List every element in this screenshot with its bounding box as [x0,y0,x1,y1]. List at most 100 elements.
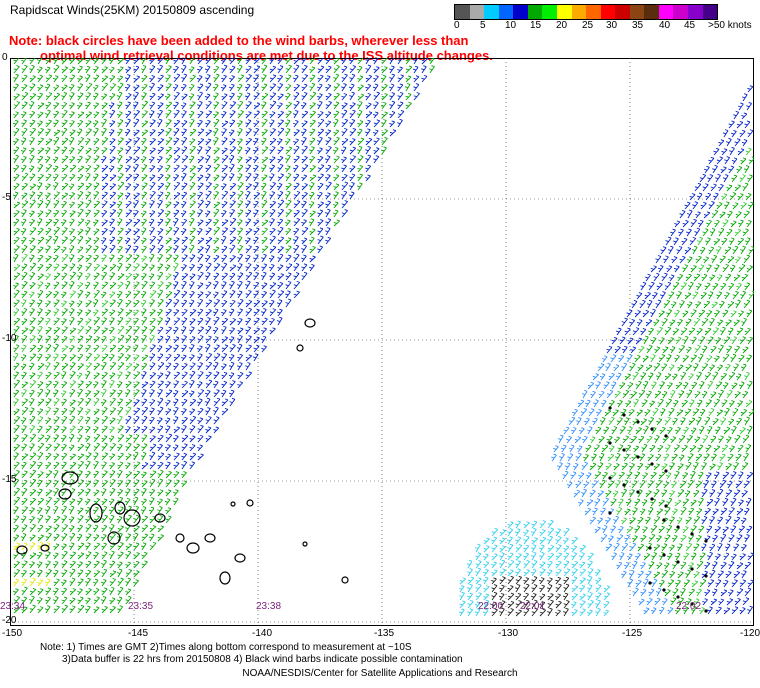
wind-barb [116,516,123,524]
wind-barb [197,371,204,380]
wind-barb [124,192,131,200]
wind-barb [141,263,148,272]
wind-barb [650,336,657,345]
wind-barb [653,516,661,525]
wind-barb [21,91,29,101]
wind-barb [36,182,43,191]
wind-barb [668,364,675,372]
wind-barb [197,65,203,74]
wind-barb [333,219,340,227]
wind-barb [293,253,300,263]
wind-barb [236,146,243,155]
wind-barb [125,228,132,236]
wind-barb [21,586,28,596]
wind-barb [744,534,750,543]
wind-barb [653,362,661,372]
wind-barb [69,290,76,299]
wind-barb [221,190,229,200]
island-outline [219,571,231,585]
wind-barb [269,209,276,218]
wind-barb [157,469,164,479]
wind-barb [228,154,235,164]
wind-barb [197,119,203,128]
wind-barb [325,218,332,227]
wind-barb [405,92,412,101]
wind-barb [45,263,53,272]
wind-barb [101,435,108,443]
wind-barb [587,568,594,577]
wind-barb [381,146,387,155]
wind-barb [69,551,77,560]
wind-barb [245,299,253,308]
wind-barb [710,183,717,192]
wind-barb [745,147,752,156]
wind-barb [189,200,196,209]
wind-barb [603,609,609,617]
wind-barb [141,110,148,119]
wind-barb [618,525,624,534]
wind-barb [547,552,555,561]
wind-barb [85,577,91,587]
wind-barb [324,75,331,83]
wind-barb [109,226,116,236]
wind-barb [188,280,195,290]
contamination-dot [676,525,680,529]
wind-barb [655,479,663,489]
time-label: 23:34 [0,601,26,612]
wind-barb [172,262,179,272]
wind-barb [563,560,570,569]
wind-barb [341,73,348,83]
wind-barb [713,238,721,246]
wind-barb [69,361,76,371]
wind-barb [491,536,498,545]
wind-barb [458,585,465,593]
wind-barb [93,551,99,560]
wind-barb [734,391,741,399]
wind-barb [125,471,133,479]
wind-barb [92,578,99,587]
wind-barb [61,550,68,560]
wind-barb [663,481,670,489]
wind-barb [325,58,332,65]
wind-barb [530,527,537,537]
wind-barb [277,308,283,317]
wind-barb [149,525,157,533]
longitude-label: -120 [740,628,760,639]
wind-barb [61,515,68,524]
wind-barb [213,58,220,65]
wind-barb [721,399,728,408]
wind-barb [579,544,587,553]
wind-barb [599,417,606,426]
wind-barb [236,64,243,74]
wind-barb [125,561,132,569]
wind-barb [221,183,227,191]
wind-barb [21,74,28,83]
wind-barb [133,118,140,128]
wind-barb [101,118,107,128]
wind-barb [197,182,204,191]
wind-barb [373,119,381,128]
wind-barb [109,174,117,182]
contamination-dot [622,448,626,452]
wind-barb [260,74,267,83]
wind-barb [189,227,196,236]
wind-barb [711,301,718,309]
wind-barb [728,120,735,129]
contamination-dot [664,504,668,508]
wind-barb [650,524,658,534]
wind-barb [109,272,116,281]
wind-barb [132,496,139,506]
wind-barb [743,299,751,309]
wind-barb [421,74,428,83]
wind-barb [188,390,195,398]
wind-barb [53,453,60,461]
wind-barb [141,326,148,335]
wind-barb [640,588,647,597]
wind-barb [293,84,300,92]
wind-barb [197,199,204,209]
wind-barb [21,271,28,281]
wind-barb [300,102,307,110]
wind-barb [205,281,212,290]
wind-barb [680,561,687,570]
wind-barb [654,597,661,606]
